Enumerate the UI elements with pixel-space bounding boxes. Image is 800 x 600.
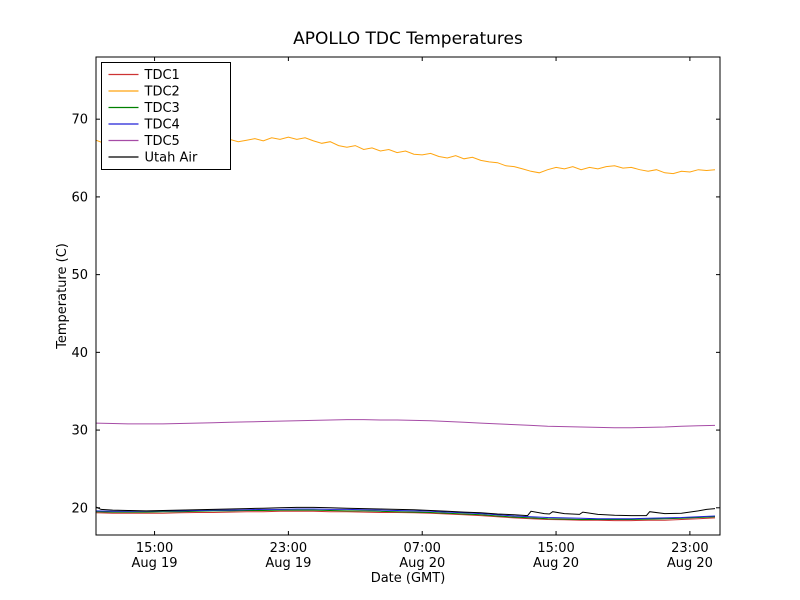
y-tick-label: 40 [71, 346, 88, 361]
y-tick-label: 50 [71, 268, 88, 283]
x-tick-date: Aug 20 [533, 556, 579, 571]
x-tick-time: 23:00 [270, 541, 307, 556]
legend-label-tdc5: TDC5 [144, 134, 180, 149]
x-tick-time: 15:00 [136, 541, 173, 556]
legend-label-utah-air: Utah Air [145, 151, 198, 166]
legend-label-tdc1: TDC1 [144, 68, 180, 83]
y-tick-label: 60 [71, 190, 88, 205]
y-axis-label: Temperature (C) [55, 243, 70, 350]
legend-label-tdc2: TDC2 [144, 85, 180, 100]
x-tick-time: 15:00 [537, 541, 574, 556]
legend-box [101, 62, 231, 170]
axes-border [95, 56, 721, 536]
x-tick-date: Aug 19 [132, 556, 178, 571]
series-line-utah-air [96, 506, 716, 517]
y-tick-label: 30 [71, 424, 88, 439]
y-tick-label: 20 [71, 501, 88, 516]
x-tick-time: 07:00 [403, 541, 440, 556]
x-tick-date: Aug 19 [265, 556, 311, 571]
series-line-tdc4 [96, 508, 716, 520]
chart-title: APOLLO TDC Temperatures [293, 29, 523, 49]
y-tick-label: 70 [71, 113, 88, 128]
series-line-tdc3 [96, 509, 716, 520]
x-tick-date: Aug 20 [399, 556, 445, 571]
legend-label-tdc3: TDC3 [144, 101, 180, 116]
series-line-tdc1 [96, 510, 716, 522]
series-line-tdc5 [96, 419, 716, 429]
plot-series [96, 136, 716, 522]
x-tick-date: Aug 20 [667, 556, 713, 571]
axes-frame [95, 56, 721, 536]
x-axis-label: Date (GMT) [371, 571, 446, 586]
x-tick-time: 23:00 [671, 541, 708, 556]
legend-label-tdc4: TDC4 [144, 118, 180, 133]
